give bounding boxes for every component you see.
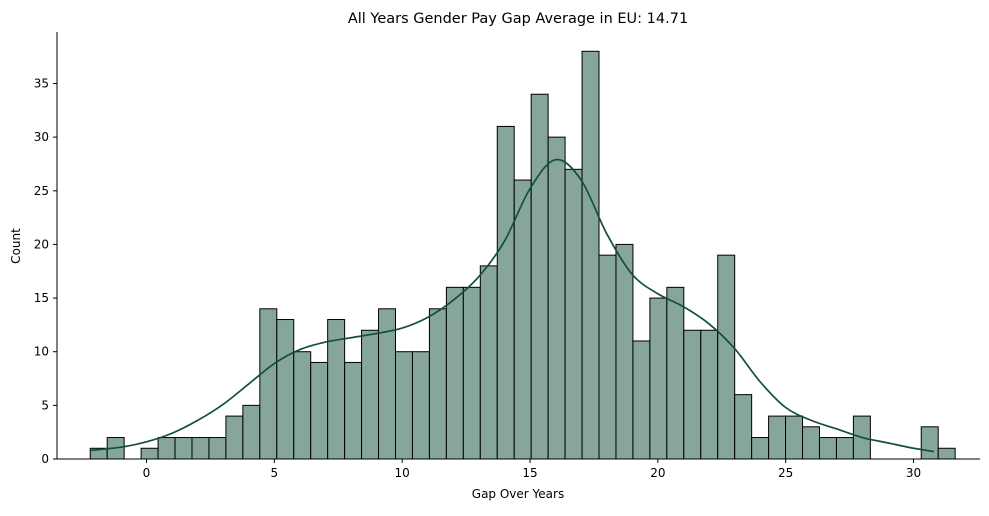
histogram-bar (140, 447, 159, 460)
histogram-bar (700, 329, 719, 460)
x-axis: 0 5 10 15 20 25 30 (57, 458, 980, 480)
y-tick-label: 20 (34, 237, 49, 251)
x-tick-label: 5 (271, 466, 279, 480)
histogram-bar (768, 415, 787, 460)
histogram-bar (649, 297, 668, 460)
histogram-bar (191, 437, 210, 460)
histogram-bar (564, 168, 583, 460)
histogram-bar (598, 254, 617, 460)
histogram-bar (293, 351, 312, 460)
x-tick-label: 15 (522, 466, 537, 480)
histogram-bar (445, 286, 464, 460)
histogram-bar (208, 437, 227, 460)
x-axis-label: Gap Over Years (472, 487, 564, 501)
y-tick-label: 0 (41, 452, 49, 466)
histogram-bar (530, 93, 549, 460)
histogram-bar (513, 179, 532, 460)
histogram-bar (632, 340, 651, 460)
histogram-bar (920, 426, 939, 460)
histogram-bar (276, 319, 295, 460)
histogram-bar (666, 286, 685, 460)
histogram-bar (462, 286, 481, 460)
histogram-bar (835, 437, 854, 460)
histogram-bar (242, 404, 261, 460)
histogram-bar (411, 351, 430, 460)
histogram-bar (734, 394, 753, 460)
histogram-bars (89, 50, 956, 460)
histogram-bar (717, 254, 736, 460)
histogram-bar (802, 426, 820, 460)
histogram-bar (615, 243, 634, 460)
histogram-bar (683, 329, 702, 460)
y-axis: 0 5 10 15 20 25 30 35 (34, 32, 58, 466)
y-tick-label: 25 (34, 184, 49, 198)
histogram-bar (157, 437, 176, 460)
y-tick-label: 5 (41, 398, 49, 412)
y-axis-label: Count (9, 228, 23, 264)
y-tick-label: 35 (34, 76, 49, 90)
chart-title: All Years Gender Pay Gap Average in EU: … (348, 11, 688, 27)
histogram-bar (785, 415, 804, 460)
x-tick-label: 10 (395, 466, 410, 480)
y-tick-label: 15 (34, 291, 49, 305)
histogram-bar (395, 351, 413, 460)
x-tick-label: 30 (906, 466, 921, 480)
histogram-bar (361, 329, 380, 460)
histogram-bar (344, 361, 363, 460)
histogram-bar (496, 125, 515, 460)
histogram-bar (479, 265, 498, 460)
histogram-bar (310, 361, 329, 460)
x-tick-label: 20 (650, 466, 665, 480)
histogram-bar (937, 447, 956, 460)
histogram-bar (259, 308, 278, 460)
y-tick-label: 30 (34, 130, 49, 144)
x-tick-label: 25 (778, 466, 793, 480)
y-tick-label: 10 (34, 345, 49, 359)
x-tick-label: 0 (143, 466, 151, 480)
histogram-bar (225, 415, 244, 460)
histogram-bar (818, 437, 837, 460)
histogram-bar (547, 136, 566, 460)
histogram-bar (174, 437, 193, 460)
histogram-bar (751, 437, 770, 460)
kde-curve (90, 158, 935, 453)
histogram-bar (581, 50, 600, 460)
histogram-bar (428, 308, 447, 460)
